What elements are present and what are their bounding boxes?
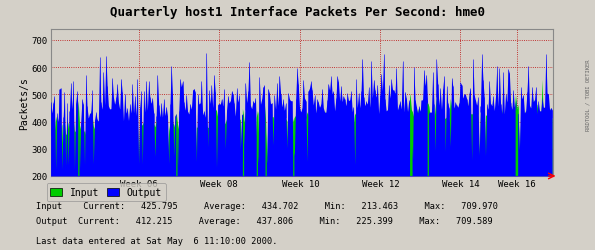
Text: Quarterly host1 Interface Packets Per Second: hme0: Quarterly host1 Interface Packets Per Se… [110,6,485,19]
Y-axis label: Packets/s: Packets/s [19,77,29,130]
Text: Input    Current:   425.795     Average:   434.702     Min:   213.463     Max:  : Input Current: 425.795 Average: 434.702 … [36,201,497,210]
Legend: Input, Output: Input, Output [46,184,165,201]
Text: RRDTOOL / TOBI OETIKER: RRDTOOL / TOBI OETIKER [585,60,590,130]
Text: Output  Current:   412.215     Average:   437.806     Min:   225.399     Max:   : Output Current: 412.215 Average: 437.806… [36,216,493,225]
Text: Last data entered at Sat May  6 11:10:00 2000.: Last data entered at Sat May 6 11:10:00 … [36,236,277,245]
